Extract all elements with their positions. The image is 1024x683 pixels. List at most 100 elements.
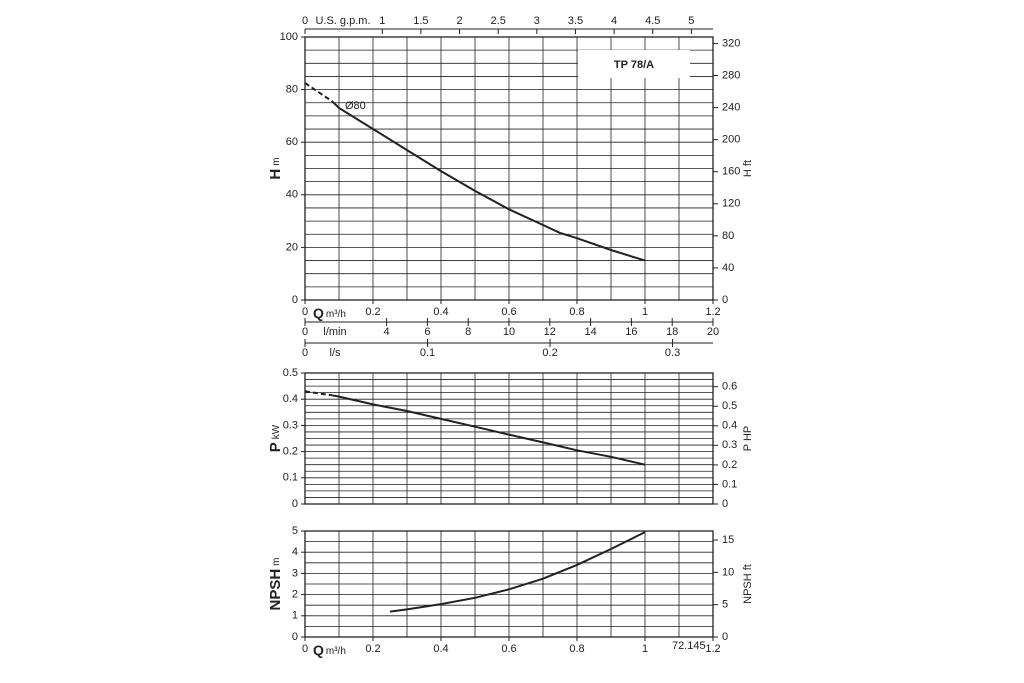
curve-label: Ø80 [345,100,366,112]
flow-axis-title: l/s [330,347,342,359]
y-tick-label: 0 [292,498,298,510]
top-tick-label: 5 [688,15,694,27]
x-tick-label: 0.2 [365,306,380,318]
y-tick-label: 0.3 [283,419,298,431]
top-tick-label: 2 [456,15,462,27]
x-tick-label: 1.2 [705,643,720,655]
y2-axis-title: P HP [742,426,754,451]
x-tick-label: 1 [642,643,648,655]
curve [331,100,646,262]
y-tick-label: 2 [292,589,298,601]
y2-tick-label: 0 [722,498,728,510]
y-axis-name: P [267,442,284,452]
y2-tick-label: 5 [722,599,728,611]
y-tick-label: 0.5 [283,367,298,379]
top-tick-label: 0 [302,15,308,27]
x-tick-label: 0.6 [501,643,516,655]
y2-tick-label: 0.5 [722,400,737,412]
y2-tick-label: 80 [722,230,734,242]
x-tick-label: 0.2 [365,643,380,655]
curve [304,82,333,103]
top-axis-title: U.S. g.p.m. [315,15,370,27]
y2-axis-title: H ft [742,160,754,177]
x-tick-label: 0.6 [501,306,516,318]
y2-tick-label: 0 [722,631,728,643]
flow-tick-label: 18 [666,326,678,338]
y-tick-label: 5 [292,525,298,537]
top-tick-label: 1.5 [413,15,428,27]
y-tick-label: 0.4 [283,393,298,405]
y2-tick-label: 0.6 [722,381,737,393]
x-tick-label: 0.4 [433,643,448,655]
x-tick-label: 0.4 [433,306,448,318]
y-tick-label: 40 [286,189,298,201]
x-tick-label: 0.8 [569,306,584,318]
top-tick-label: 1 [379,15,385,27]
y-tick-label: 3 [292,567,298,579]
flow-tick-label: 6 [424,326,430,338]
y-axis-title: PkW [267,424,284,452]
flow-tick-label: 10 [503,326,515,338]
y-tick-label: 1 [292,610,298,622]
flow-tick-label: 14 [584,326,596,338]
curve [304,390,333,397]
flow-tick-label: 8 [465,326,471,338]
x-tick-label: 0 [302,306,308,318]
x-axis-unit: m³/h [326,309,346,320]
y2-tick-label: 160 [722,166,740,178]
flow-tick-label: 0 [302,347,308,359]
flow-tick-label: 12 [544,326,556,338]
y-tick-label: 0.1 [283,472,298,484]
y2-tick-label: 15 [722,534,734,546]
curve [389,531,646,613]
flow-tick-label: 0.2 [542,347,557,359]
y-tick-label: 60 [286,136,298,148]
x-tick-label: 0.8 [569,643,584,655]
flow-tick-label: 0.1 [420,347,435,359]
flow-tick-label: 16 [625,326,637,338]
y-axis-name: H [267,169,284,180]
x-axis-name: Q [313,305,324,321]
x-tick-label: 1 [642,306,648,318]
y2-tick-label: 200 [722,134,740,146]
flow-tick-label: 0.3 [665,347,680,359]
y-tick-label: 80 [286,84,298,96]
y-axis-title: NPSH m [267,557,284,610]
top-tick-label: 4.5 [645,15,660,27]
y-tick-label: 20 [286,241,298,253]
x-axis-unit: m³/h [326,646,346,657]
title-box [578,50,690,78]
y2-tick-label: 280 [722,69,740,81]
flow-axis-title: l/min [323,326,346,338]
y2-tick-label: 0.2 [722,459,737,471]
y2-tick-label: 120 [722,198,740,210]
y2-tick-label: 0.4 [722,420,737,432]
y-axis-unit: kW [271,424,282,439]
y2-tick-label: 10 [722,566,734,578]
y2-tick-label: 0.3 [722,439,737,451]
y2-axis-title: NPSH ft [742,564,754,604]
flow-tick-label: 0 [302,326,308,338]
curve [332,394,646,466]
top-tick-label: 4 [611,15,617,27]
x-tick-label: 1.2 [705,306,720,318]
y2-tick-label: 240 [722,101,740,113]
chart-title: TP 78/A [614,59,654,71]
y-axis-unit: m [271,157,282,165]
y-axis-title: Hm [267,157,284,179]
flow-tick-label: 20 [707,326,719,338]
y-tick-label: 4 [292,546,298,558]
top-tick-label: 3 [534,15,540,27]
y-tick-label: 0 [292,631,298,643]
y-axis-name: NPSH [267,569,284,611]
x-axis-name: Q [313,642,324,658]
y2-tick-label: 0 [722,294,728,306]
flow-tick-label: 4 [384,326,390,338]
top-tick-label: 2.5 [491,15,506,27]
y-tick-label: 0 [292,294,298,306]
y2-tick-label: 320 [722,37,740,49]
